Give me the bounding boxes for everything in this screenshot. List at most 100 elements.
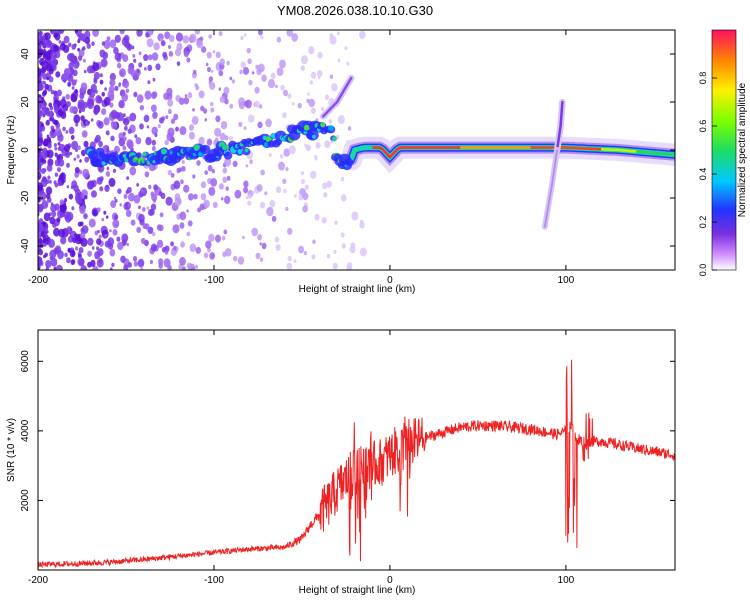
ridge-blob [223,151,233,160]
speckle-point [46,134,50,138]
speckle-point [125,88,130,94]
speckle-point [164,245,170,253]
speckle-point [285,206,289,211]
speckle-point [83,58,86,63]
speckle-point [310,170,317,179]
speckle-point [151,104,157,113]
speckle-point [188,131,195,140]
speckle-point [314,213,320,221]
speckle-point [48,76,54,83]
ridge-blob [91,155,105,167]
speckle-point [226,60,230,66]
speckle-point [314,154,317,159]
speckle-point [84,156,89,163]
x-tick-label: 0 [387,575,393,586]
speckle-point [305,144,311,152]
speckle-point [134,134,138,139]
y-tick-label: 0 [20,147,31,153]
speckle-point [359,30,366,40]
speckle-point [54,183,58,188]
speckle-point [147,64,153,72]
speckle-point [40,101,47,110]
speckle-point [162,51,168,59]
ridge-blob-core [237,148,243,154]
speckle-point [323,192,328,198]
colorbar-label: Normalized spectral amplitude [737,82,748,217]
speckle-point [275,186,282,194]
speckle-point [246,47,251,54]
speckle-point [111,121,118,130]
speckle-point [312,239,316,245]
speckle-point [42,80,45,85]
speckle-point [77,192,81,197]
speckle-point [48,102,52,108]
speckle-point [194,30,201,35]
speckle-point [58,158,65,167]
speckle-point [164,31,171,40]
speckle-point [240,35,244,41]
snr-line [38,359,675,569]
speckle-point [75,235,82,245]
colorbar-tick-label: 0.2 [698,216,708,229]
speckle-point [87,250,92,257]
speckle-point [148,184,152,190]
speckle-point [41,91,47,97]
speckle-point [297,102,302,109]
speckle-point [122,136,127,142]
speckle-point [57,250,64,260]
speckle-point [205,240,212,249]
speckle-point [189,124,194,131]
speckle-point [192,69,197,75]
speckle-point [45,186,53,195]
speckle-point [110,200,117,209]
speckle-point [42,238,47,244]
speckle-point [294,194,297,198]
speckle-point [153,198,156,203]
speckle-point [69,249,76,258]
speckle-point [328,119,332,124]
speckle-point [160,40,166,47]
ridge-blob-core [122,154,127,158]
speckle-point [350,242,356,249]
x-tick-label: -100 [204,275,224,286]
speckle-point [258,104,263,109]
speckle-point [55,71,61,78]
speckle-point [187,220,193,227]
speckle-point [291,33,299,42]
speckle-point [158,258,164,266]
speckle-point [42,139,49,147]
speckle-point [223,229,228,235]
speckle-point [105,171,111,177]
speckle-point [57,167,61,173]
speckle-point [309,80,313,85]
speckle-point [123,264,129,270]
speckle-point [98,234,102,239]
speckle-point [198,90,205,99]
speckle-point [71,206,75,211]
speckle-point [54,172,59,177]
ridge-blob-core [152,160,156,164]
speckle-point [143,54,149,62]
speckle-point [150,243,157,252]
arc-branch [321,76,353,118]
speckle-point [206,138,213,146]
speckle-point [45,234,49,239]
speckle-point [81,47,85,51]
speckle-point [282,178,287,184]
speckle-point [220,197,224,201]
speckle-point [283,148,291,157]
speckle-point [203,108,208,114]
speckle-point [212,201,218,209]
speckle-point [136,94,144,103]
speckle-point [66,185,70,189]
speckle-point [58,228,65,238]
speckle-point [83,140,89,148]
speckle-point [280,84,285,91]
ridge-blob-core [244,148,249,153]
speckle-point [44,32,51,41]
speckle-point [62,126,66,132]
speckle-point [103,210,107,215]
speckle-point [112,219,120,229]
speckle-point [118,100,125,109]
speckle-point [39,57,45,66]
